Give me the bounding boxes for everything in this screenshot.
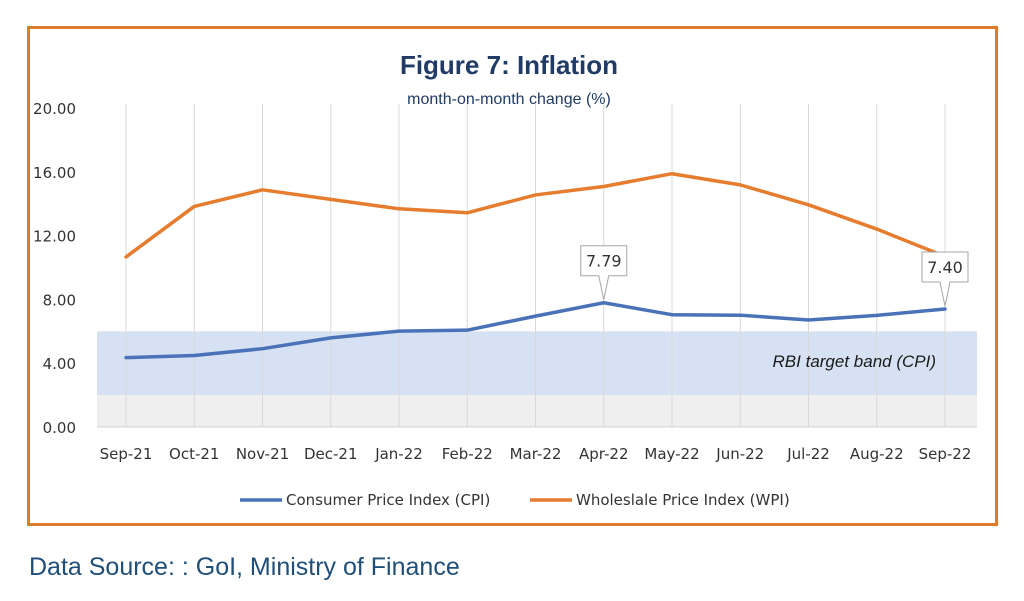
data-label-callout: 7.40 xyxy=(921,251,969,307)
data-label: 7.79 xyxy=(586,252,622,271)
y-tick-label: 0.00 xyxy=(43,419,76,437)
x-tick-label: Jan-22 xyxy=(374,445,423,463)
chart-frame: 0.00 4.00 8.00 12.00 16.00 20.00 Sep-21 Oct-21 N… xyxy=(27,26,998,526)
legend-label: Consumer Price Index (CPI) xyxy=(286,491,490,509)
x-tick-label: Oct-21 xyxy=(169,445,219,463)
cpi-line xyxy=(124,300,947,360)
y-tick-label: 16.00 xyxy=(33,164,76,182)
data-label-callout: 7.79 xyxy=(580,245,628,300)
y-tick-label: 4.00 xyxy=(43,355,76,373)
x-tick-label: Jul-22 xyxy=(786,445,830,463)
x-tick-label: Aug-22 xyxy=(850,445,904,463)
y-tick-label: 20.00 xyxy=(33,100,76,118)
y-tick-label: 12.00 xyxy=(33,228,76,246)
x-tick-label: Sep-22 xyxy=(919,445,972,463)
y-tick-label: 8.00 xyxy=(43,291,76,309)
x-tick-label: Nov-21 xyxy=(236,445,289,463)
source-note: Data Source: : GoI, Ministry of Finance xyxy=(29,553,460,581)
legend-label: Wholeslale Price Index (WPI) xyxy=(576,491,790,509)
x-tick-label: Apr-22 xyxy=(579,445,629,463)
data-label: 7.40 xyxy=(927,258,963,277)
chart-svg: 0.00 4.00 8.00 12.00 16.00 20.00 Sep-21 Oct-21 N… xyxy=(33,50,977,509)
band-label: RBI target band (CPI) xyxy=(773,352,936,371)
lower-band xyxy=(97,395,977,427)
x-tick-label: Jun-22 xyxy=(715,445,764,463)
x-tick-label: Feb-22 xyxy=(442,445,493,463)
x-tick-label: Dec-21 xyxy=(304,445,358,463)
callout-box xyxy=(921,251,969,307)
chart-title: Figure 7: Inflation xyxy=(400,50,618,80)
x-tick-label: Sep-21 xyxy=(100,445,153,463)
chart-subtitle: month-on-month change (%) xyxy=(407,91,611,108)
x-tick-label: May-22 xyxy=(644,445,699,463)
x-tick-label: Mar-22 xyxy=(510,445,562,463)
rbi-target-band xyxy=(97,331,977,396)
callout-box xyxy=(580,245,628,300)
wpi-line xyxy=(124,171,947,259)
